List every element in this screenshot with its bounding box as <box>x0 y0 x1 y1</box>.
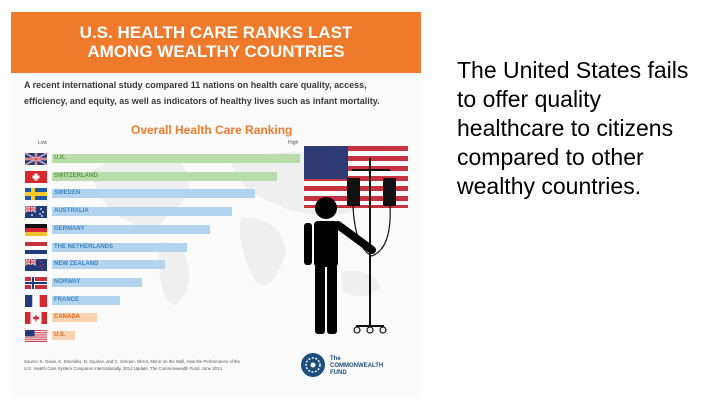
axis-high-label: High <box>288 140 299 146</box>
switzerland-flag-icon <box>25 170 47 183</box>
ranking-row: U.S. <box>25 329 300 344</box>
ranking-bar <box>52 154 300 163</box>
norway-flag-icon <box>25 276 47 289</box>
side-caption: The United States fails to offer quality… <box>457 57 689 199</box>
country-label: NORWAY <box>54 278 81 285</box>
ranking-bar <box>52 277 143 287</box>
country-label: AUSTRALIA <box>54 208 89 215</box>
intro-text-line-2: efficiency, and equity, as well as indic… <box>24 96 380 106</box>
chart-title: Overall Health Care Ranking <box>131 123 293 137</box>
country-label: CANADA <box>54 314 80 321</box>
new-zealand-flag-icon <box>25 259 47 272</box>
source-line-2: U.S. Health Care System Compares Interna… <box>24 366 224 371</box>
country-label: SWEDEN <box>54 190 81 197</box>
country-label: U.K. <box>54 155 66 161</box>
ranking-row: FRANCE <box>25 294 300 309</box>
country-label: GERMANY <box>54 225 85 232</box>
banner-title-line-2: AMONG WEALTHY COUNTRIES <box>87 42 345 61</box>
banner-title-line-1: U.S. HEALTH CARE RANKS LAST <box>79 23 353 42</box>
title-banner: U.S. HEALTH CARE RANKS LAST AMONG WEALTH… <box>11 12 421 73</box>
ranking-bar <box>52 207 233 217</box>
ranking-bars: U.K. SWITZERLAND SWEDEN AUSTRALIA GERMANY THE… <box>11 12 421 398</box>
intro-text-line-1: A recent international study compared 11… <box>24 80 367 90</box>
fund-line-3: FUND <box>330 370 347 376</box>
ranking-row: NEW ZEALAND <box>25 258 300 273</box>
ranking-bar <box>52 313 98 323</box>
ranking-bar <box>52 260 165 270</box>
germany-flag-icon <box>25 223 47 236</box>
ranking-row: THE NETHERLANDS <box>25 241 300 256</box>
ranking-row: U.K. <box>25 152 300 167</box>
country-label: SWITZERLAND <box>54 172 98 179</box>
ranking-bar <box>52 295 120 305</box>
us-flag-icon <box>25 330 47 342</box>
australia-flag-icon <box>25 206 47 219</box>
ranking-row: SWITZERLAND <box>25 170 300 185</box>
country-label: U.S. <box>54 332 66 338</box>
ranking-row: SWEDEN <box>25 187 300 202</box>
sweden-flag-icon <box>25 188 47 201</box>
uk-flag-icon <box>25 153 47 165</box>
commonwealth-fund-name: The COMMONWEALTH FUND <box>330 356 410 377</box>
fund-line-1: The <box>330 356 341 362</box>
ranking-bar <box>52 171 278 181</box>
country-label: THE NETHERLANDS <box>54 243 114 250</box>
ranking-bar <box>52 331 75 340</box>
ranking-row: CANADA <box>25 311 300 326</box>
fund-line-2: COMMONWEALTH <box>330 363 384 369</box>
canada-flag-icon <box>25 312 47 325</box>
commonwealth-fund-logo-icon <box>301 353 325 377</box>
patient-figure-icon <box>304 197 376 334</box>
source-citation: Source: K. Davis, K. Stremikis, D. Squir… <box>24 358 284 372</box>
axis-low-label: Low <box>38 140 48 146</box>
ranking-bar <box>52 224 210 234</box>
ranking-row: AUSTRALIA <box>25 205 300 220</box>
iv-drip-stand-icon <box>347 158 396 334</box>
source-line-1: Source: K. Davis, K. Stremikis, D. Squir… <box>24 359 240 364</box>
ranking-row: GERMANY <box>25 223 300 238</box>
netherlands-flag-icon <box>25 241 47 254</box>
ranking-bar <box>52 242 188 252</box>
ranking-bar <box>52 189 255 199</box>
ranking-row: NORWAY <box>25 276 300 291</box>
country-label: NEW ZEALAND <box>54 261 99 268</box>
patient-with-iv-illustration <box>304 146 408 334</box>
country-label: FRANCE <box>54 296 79 303</box>
france-flag-icon <box>25 294 47 307</box>
